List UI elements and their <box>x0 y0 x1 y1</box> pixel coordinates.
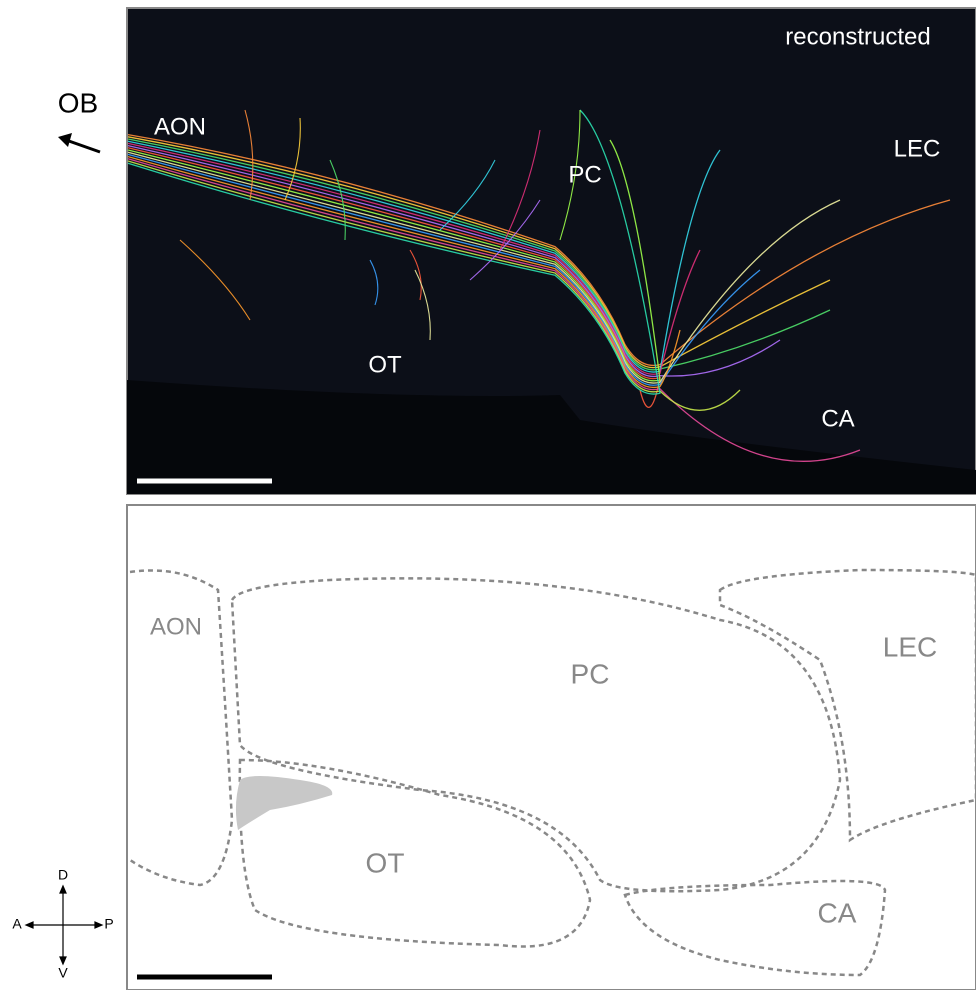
figure: reconstructed AON PC LEC OT CA OB AON PC… <box>0 0 976 990</box>
region-label: OT <box>368 351 402 378</box>
region-label: OT <box>366 847 405 878</box>
panel-tag: reconstructed <box>785 23 930 50</box>
region-label: LEC <box>894 135 941 162</box>
region-label: PC <box>568 161 601 188</box>
orientation-arrow <box>58 133 100 152</box>
region-label: PC <box>571 658 610 689</box>
compass-label: D <box>58 867 68 883</box>
compass-label: V <box>58 965 68 981</box>
region-label: LEC <box>883 631 937 662</box>
orientation-label: OB <box>58 87 98 118</box>
compass-label: A <box>12 916 22 932</box>
region-label: AON <box>150 613 202 640</box>
region-label: CA <box>821 405 854 432</box>
region-label: AON <box>154 113 206 140</box>
compass-label: P <box>104 916 113 932</box>
compass <box>26 886 102 964</box>
region-label: CA <box>818 897 857 928</box>
